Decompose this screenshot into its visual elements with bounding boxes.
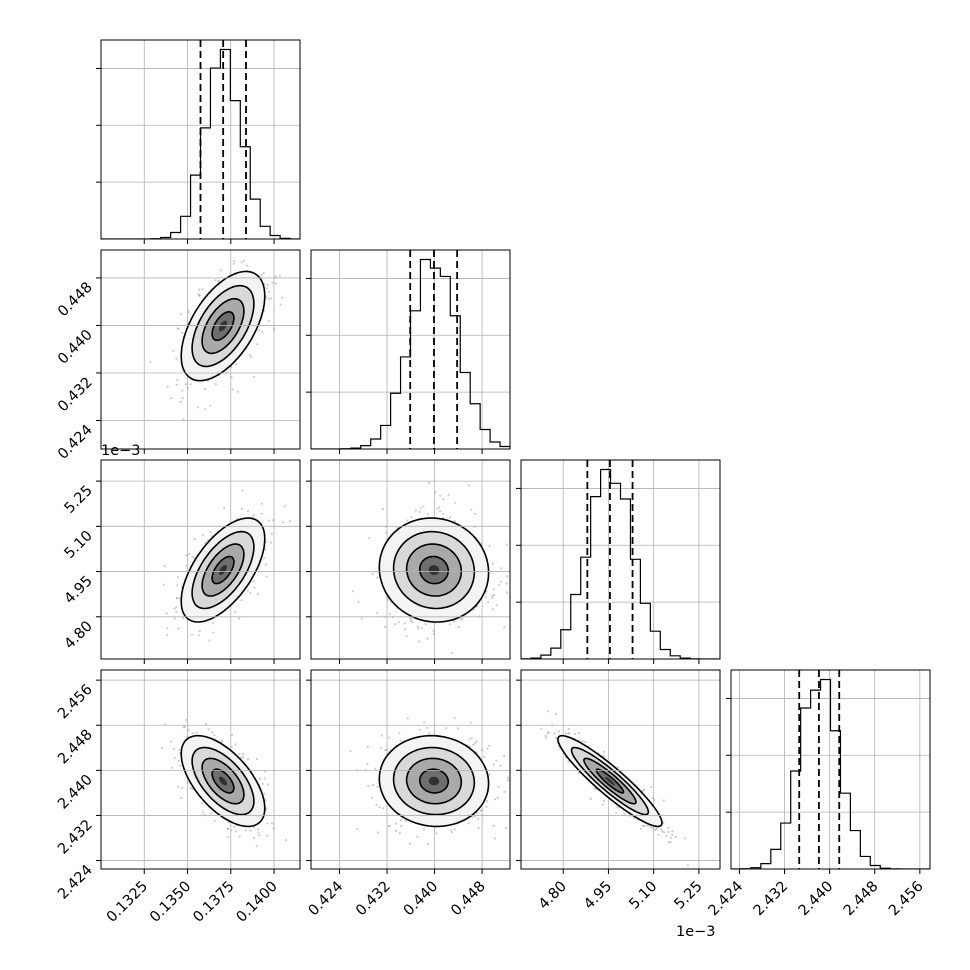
x-offset-label: 1e−3 [676,924,716,940]
x-tick-label: 0.448 [448,879,489,920]
scatter-panel-p1-p2 [306,459,511,664]
panel-frame [100,39,301,240]
scatter-panel-p0-p2: 4.80 4.95 5.10 5.25 [62,459,301,664]
x-tick-label: 5.25 [672,879,706,913]
x-tick-label: 2.440 [796,879,837,920]
x-tick-label: 2.424 [706,879,747,920]
histogram-panel-p1 [306,249,511,454]
density-contour-5 [428,565,440,575]
y-tick-label: 0.432 [55,374,96,415]
x-tick-label: 0.424 [306,879,347,920]
x-tick-label: 2.432 [751,879,792,920]
x-tick-label: 0.1350 [147,879,194,926]
x-tick-label: 4.80 [536,879,570,913]
x-tick-label: 2.456 [886,879,927,920]
scatter-panel-p1-p3: 0.424 0.432 0.440 0.448 [306,669,511,920]
y-tick-label: 4.80 [62,618,96,652]
scatter-panel-p2-p3: 4.80 4.95 5.10 5.25 [516,669,721,913]
histogram-panel-p3: 2.424 2.432 2.440 2.448 2.456 [706,669,931,920]
panel-frame [310,249,511,450]
panel-frame [100,459,301,660]
histogram-panel-p0 [96,39,301,244]
y-tick-label: 0.440 [55,327,96,368]
y-tick-label: 2.448 [55,727,96,768]
y-tick-label: 2.424 [55,862,96,903]
x-tick-label: 0.1400 [234,879,281,926]
x-tick-label: 2.448 [841,879,882,920]
x-tick-label: 0.1375 [190,879,237,926]
x-tick-label: 4.95 [581,879,615,913]
x-tick-label: 5.10 [626,879,660,913]
y-tick-label: 5.25 [62,483,96,517]
y-tick-label: 2.432 [55,817,96,858]
x-tick-label: 0.432 [353,879,394,920]
density-contour-5 [219,776,227,786]
y-tick-label: 4.95 [62,573,96,607]
panel-frame [100,249,301,450]
y-tick-label: 0.424 [55,422,96,463]
histogram-steps [521,468,720,659]
histogram-steps [731,678,930,869]
y-tick-label: 2.456 [55,682,96,723]
panel-frame [520,459,721,660]
y-tick-label: 2.440 [55,772,96,813]
panel-frame [310,669,511,870]
density-contour-5 [219,565,227,575]
y-offset-label: 1e−3 [101,443,141,459]
scatter-panel-p0-p3: 0.13250.13500.13750.14002.4242.4322.4402… [55,669,301,926]
y-tick-label: 0.448 [55,279,96,320]
panel-frame [730,669,931,870]
panel-frame [310,459,511,660]
x-tick-label: 0.1325 [104,879,151,926]
panel-frame [100,669,301,870]
scatter-panel-p0-p1: 0.424 0.432 0.440 0.448 [55,249,301,463]
panel-frame [520,669,721,870]
y-tick-label: 5.10 [62,528,96,562]
density-contour-5 [605,776,615,786]
density-contour-5 [428,776,440,786]
x-tick-label: 0.440 [401,879,442,920]
density-contour-5 [219,320,227,332]
histogram-panel-p2 [516,459,721,664]
